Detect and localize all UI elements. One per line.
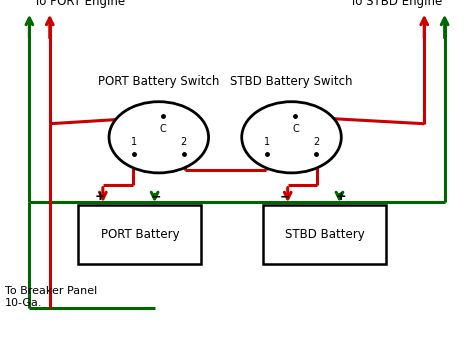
Text: STBD Battery Switch: STBD Battery Switch [230,75,353,88]
Text: 1: 1 [131,137,137,146]
Circle shape [109,102,209,173]
Text: To Breaker Panel
10-Ga.: To Breaker Panel 10-Ga. [5,286,97,308]
Text: 2: 2 [313,137,319,146]
Bar [78,205,201,264]
Text: PORT Battery Switch: PORT Battery Switch [98,75,219,88]
Text: STBD Battery: STBD Battery [285,228,365,241]
Text: +: + [336,191,346,203]
Text: To PORT Engine: To PORT Engine [34,0,125,8]
Text: PORT Battery: PORT Battery [100,228,179,241]
Circle shape [242,102,341,173]
Text: −: − [151,191,161,203]
Text: C: C [292,124,299,134]
Text: 2: 2 [181,137,187,146]
Text: −: − [280,191,291,203]
Text: +: + [95,191,106,203]
Text: C: C [159,124,166,134]
Text: 1: 1 [264,137,270,146]
Bar [263,205,386,264]
Text: To STBD Engine: To STBD Engine [350,0,442,8]
